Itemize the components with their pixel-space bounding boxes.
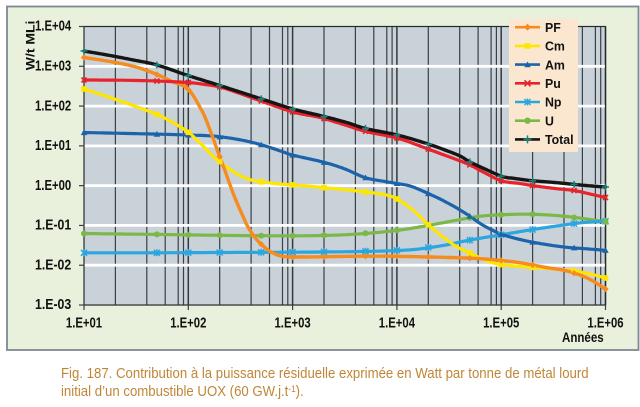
svg-text:1.E+00: 1.E+00 [35,178,71,194]
svg-text:1.E+03: 1.E+03 [35,59,71,75]
svg-text:Total: Total [545,132,574,147]
svg-text:U: U [545,113,554,128]
svg-text:1.E-02: 1.E-02 [35,257,71,273]
svg-text:1.E-01: 1.E-01 [35,218,71,234]
svg-text:Cm: Cm [545,39,565,54]
svg-text:1.E-03: 1.E-03 [35,297,71,313]
svg-text:1.E+04: 1.E+04 [379,315,415,331]
svg-text:1.E+05: 1.E+05 [483,315,519,331]
svg-text:1.E+03: 1.E+03 [275,315,311,331]
svg-text:1.E+01: 1.E+01 [35,138,71,154]
svg-text:1.E+06: 1.E+06 [587,315,623,331]
svg-text:W/t MLi: W/t MLi [24,21,38,71]
svg-text:1.E+01: 1.E+01 [66,315,102,331]
svg-text:1.E+04: 1.E+04 [35,19,71,35]
svg-text:1.E+02: 1.E+02 [170,315,206,331]
svg-text:PF: PF [545,20,561,35]
svg-text:Am: Am [545,57,565,72]
svg-text:1.E+02: 1.E+02 [35,98,71,114]
svg-text:Années: Années [562,330,604,345]
svg-text:Pu: Pu [545,76,561,91]
svg-text:Np: Np [545,95,562,110]
